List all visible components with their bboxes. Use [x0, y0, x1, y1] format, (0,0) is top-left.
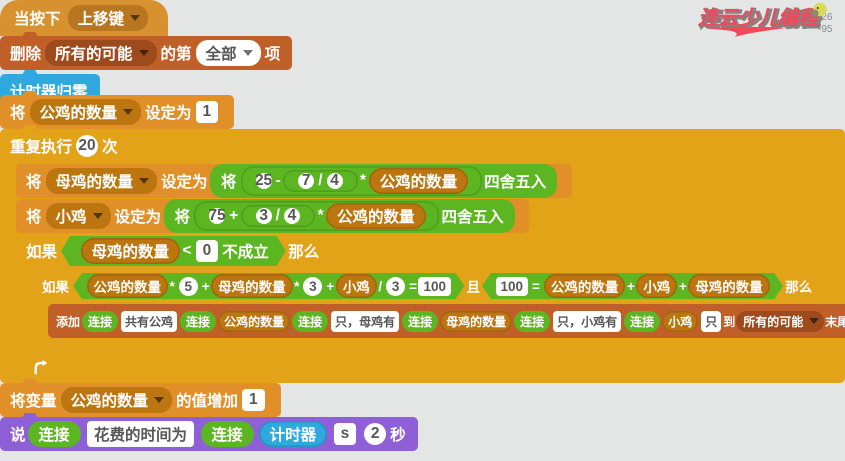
svg-text:-95: -95	[818, 24, 833, 35]
svg-text:连云少儿编程: 连云少儿编程	[698, 7, 821, 30]
